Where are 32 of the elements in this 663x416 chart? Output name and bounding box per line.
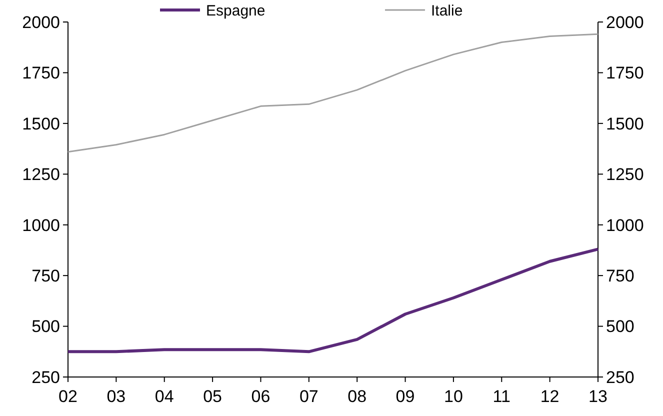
x-tick-label: 07 xyxy=(299,387,318,406)
x-tick-label: 02 xyxy=(58,387,78,406)
x-tick-label: 11 xyxy=(492,387,510,406)
y2-tick-label: 750 xyxy=(606,266,634,286)
y-tick-label: 750 xyxy=(32,266,60,286)
y-tick-label: 500 xyxy=(32,317,60,336)
x-tick-label: 12 xyxy=(540,387,560,406)
x-tick-label: 08 xyxy=(348,387,367,406)
y2-tick-label: 1750 xyxy=(606,64,644,83)
y2-tick-label: 250 xyxy=(606,368,634,387)
y-tick-label: 250 xyxy=(32,368,60,387)
y2-tick-label: 500 xyxy=(606,317,634,336)
y2-tick-label: 1000 xyxy=(606,216,644,235)
y-tick-label: 2000 xyxy=(22,12,60,32)
legend-label: Espagne xyxy=(206,2,266,20)
x-tick-label: 13 xyxy=(588,387,608,406)
x-tick-label: 10 xyxy=(444,387,463,406)
x-tick-label: 09 xyxy=(396,387,415,406)
y2-tick-label: 2000 xyxy=(606,12,644,32)
x-tick-label: 04 xyxy=(154,387,174,406)
y-tick-label: 1750 xyxy=(22,64,60,83)
y2-tick-label: 1500 xyxy=(606,114,644,134)
line-series xyxy=(66,248,600,354)
y-tick-label: 1000 xyxy=(22,216,60,235)
x-tick-label: 03 xyxy=(106,387,126,406)
y2-tick-label: 1250 xyxy=(606,165,644,184)
x-tick-label: 05 xyxy=(203,387,222,406)
legend-label: Italie xyxy=(431,2,463,20)
y-tick-label: 1250 xyxy=(22,165,60,184)
x-tick-label: 06 xyxy=(251,387,270,406)
line-series xyxy=(67,33,599,153)
y-tick-label: 1500 xyxy=(22,114,60,134)
